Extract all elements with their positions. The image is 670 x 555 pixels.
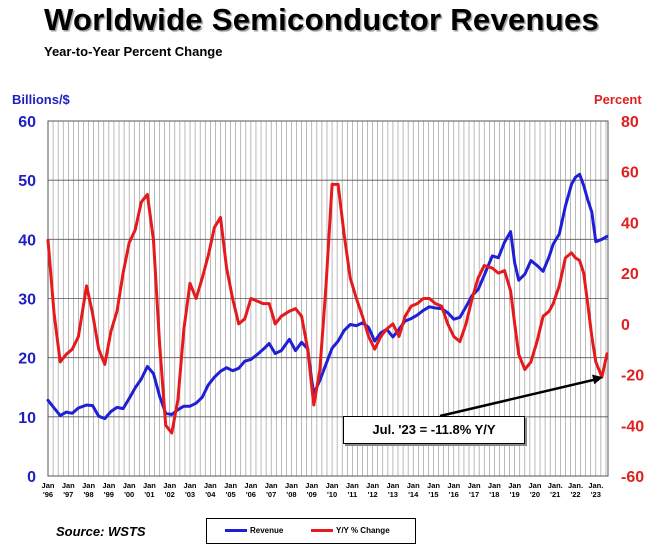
y-right-tick-label: 20 xyxy=(621,266,639,283)
x-tick-month: Jan xyxy=(447,481,460,490)
y-right-tick-label: -60 xyxy=(621,469,644,486)
x-tick-month: Jan xyxy=(204,481,217,490)
x-tick-year: '13 xyxy=(388,490,398,499)
x-tick-year: '23 xyxy=(591,490,601,499)
x-tick-year: '08 xyxy=(286,490,296,499)
x-tick-month: Jan xyxy=(62,481,75,490)
annotation-arrow-shaft xyxy=(439,377,598,418)
x-tick-year: '06 xyxy=(246,490,256,499)
y-right-tick-label: -40 xyxy=(621,418,644,435)
legend-swatch-revenue xyxy=(225,529,247,533)
x-tick-year: '14 xyxy=(408,490,419,499)
x-tick-month: Jan xyxy=(265,481,278,490)
chart-subtitle: Year-to-Year Percent Change xyxy=(44,44,223,59)
x-tick-month: Jan xyxy=(184,481,197,490)
x-tick-month: Jan. xyxy=(568,481,583,490)
series-line-yoy xyxy=(46,182,609,435)
y-right-tick-label: 0 xyxy=(621,317,630,334)
y-right-tick-label: 60 xyxy=(621,165,639,182)
y-right-tick-label: -20 xyxy=(621,368,644,385)
legend-label-revenue: Revenue xyxy=(250,526,284,535)
x-tick-year: '17 xyxy=(469,490,479,499)
x-tick-month: Jan xyxy=(143,481,156,490)
x-tick-month: Jan xyxy=(224,481,237,490)
x-tick-year: '20 xyxy=(530,490,540,499)
y-axis-left-label: Billions/$ xyxy=(12,92,70,107)
series-line-revenue xyxy=(46,172,609,421)
x-tick-month: Jan xyxy=(407,481,420,490)
x-tick-month: Jan xyxy=(508,481,521,490)
x-tick-month: Jan xyxy=(427,481,440,490)
x-tick-month: Jan xyxy=(82,481,95,490)
x-tick-month: Jan xyxy=(528,481,541,490)
x-tick-year: '03 xyxy=(185,490,195,499)
x-tick-year: '07 xyxy=(266,490,276,499)
y-axis-right-label: Percent xyxy=(594,92,642,107)
y-right-tick-label: 80 xyxy=(621,114,639,131)
x-tick-month: Jan xyxy=(305,481,318,490)
x-tick-year: '04 xyxy=(205,490,216,499)
x-tick-month: Jan xyxy=(123,481,136,490)
x-tick-month: Jan xyxy=(42,481,55,490)
y-left-tick-label: 40 xyxy=(18,232,36,249)
x-tick-month: Jan xyxy=(386,481,399,490)
y-right-tick-label: 40 xyxy=(621,215,639,232)
x-tick-month: Jan. xyxy=(588,481,603,490)
x-tick-year: '19 xyxy=(510,490,520,499)
x-tick-year: '97 xyxy=(63,490,73,499)
x-tick-year: '00 xyxy=(124,490,134,499)
x-tick-month: Jan xyxy=(488,481,501,490)
x-tick-month: Jan xyxy=(346,481,359,490)
x-tick-year: '22 xyxy=(570,490,580,499)
x-tick-month: Jan xyxy=(102,481,115,490)
x-tick-year: '01 xyxy=(144,490,154,499)
y-left-tick-label: 10 xyxy=(18,410,36,427)
annotation-arrow-head xyxy=(592,374,603,385)
x-tick-year: '15 xyxy=(428,490,438,499)
x-tick-year: '05 xyxy=(226,490,236,499)
x-tick-month: Jan xyxy=(163,481,176,490)
x-tick-year: '10 xyxy=(327,490,337,499)
x-tick-year: '16 xyxy=(449,490,459,499)
y-left-tick-label: 30 xyxy=(18,292,36,309)
legend-swatch-yoy xyxy=(311,529,333,533)
x-tick-month: Jan xyxy=(244,481,257,490)
y-left-tick-label: 60 xyxy=(18,114,36,131)
x-tick-month: Jan xyxy=(468,481,481,490)
x-tick-month: Jan xyxy=(285,481,298,490)
x-tick-year: '12 xyxy=(368,490,378,499)
chart-legend: Revenue Y/Y % Change xyxy=(206,518,416,544)
source-note: Source: WSTS xyxy=(56,524,146,539)
y-left-tick-label: 50 xyxy=(18,173,36,190)
x-tick-year: '09 xyxy=(307,490,317,499)
annotation-callout: Jul. '23 = -11.8% Y/Y xyxy=(343,416,525,444)
legend-item-yoy: Y/Y % Change xyxy=(311,524,390,538)
x-tick-month: Jan xyxy=(326,481,339,490)
legend-item-revenue: Revenue xyxy=(225,524,283,538)
chart-title: Worldwide Semiconductor Revenues xyxy=(44,2,600,37)
x-tick-year: '18 xyxy=(489,490,499,499)
x-tick-year: '11 xyxy=(347,490,357,499)
x-tick-year: '98 xyxy=(84,490,94,499)
x-tick-month: Jan xyxy=(366,481,379,490)
y-left-tick-label: 0 xyxy=(27,469,36,486)
x-tick-year: '02 xyxy=(165,490,175,499)
x-tick-year: '96 xyxy=(43,490,53,499)
x-tick-month: Jan. xyxy=(548,481,563,490)
legend-label-yoy: Y/Y % Change xyxy=(336,526,390,535)
x-tick-year: '99 xyxy=(104,490,114,499)
x-tick-year: '21 xyxy=(550,490,560,499)
y-left-tick-label: 20 xyxy=(18,351,36,368)
